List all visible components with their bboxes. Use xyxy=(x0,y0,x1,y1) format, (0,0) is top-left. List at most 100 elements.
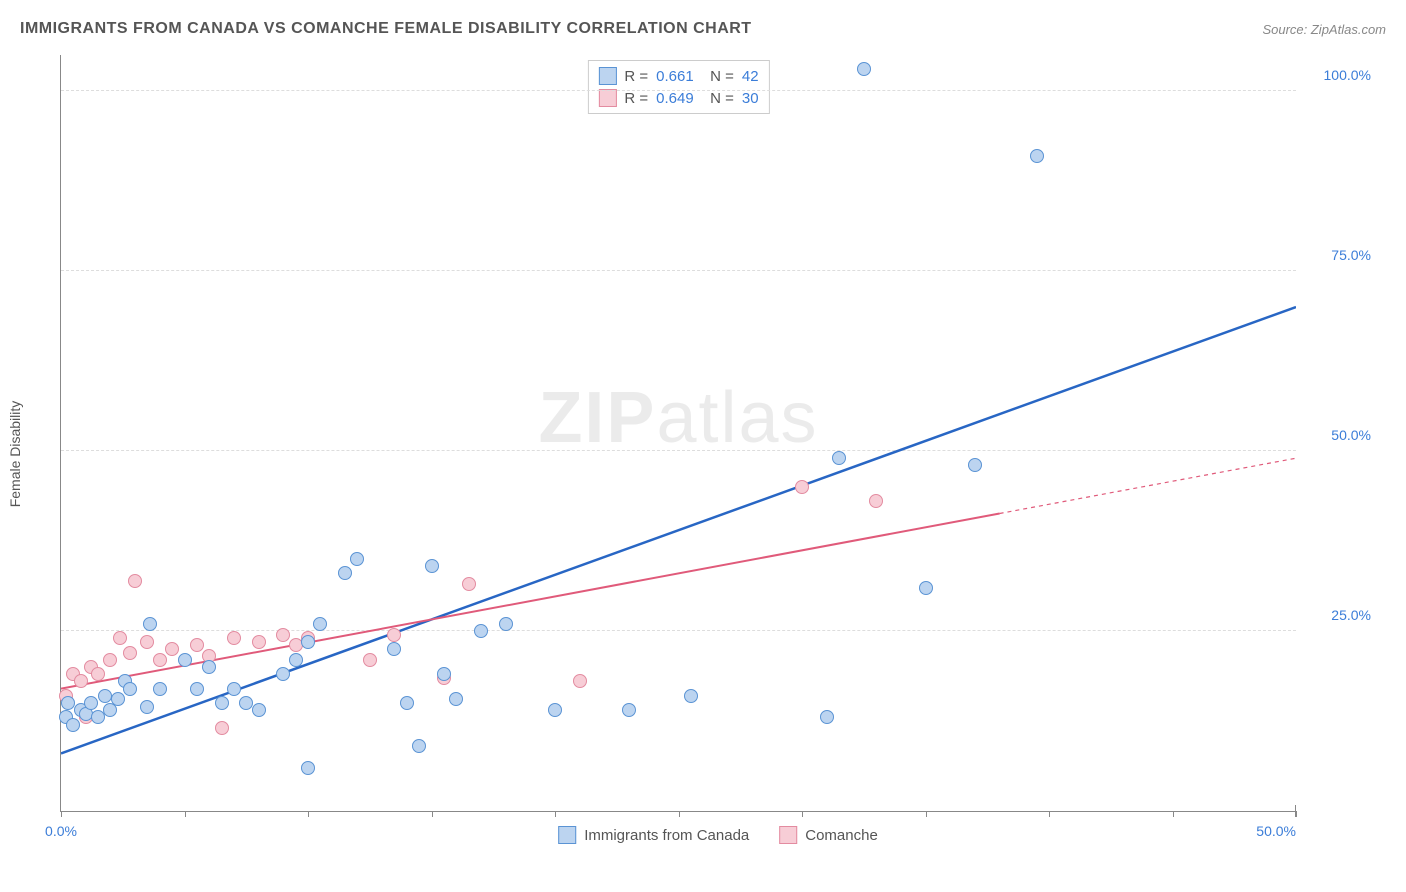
scatter-point xyxy=(202,660,216,674)
y-axis-label: Female Disability xyxy=(7,401,23,508)
scatter-point xyxy=(919,581,933,595)
legend-series-name: Comanche xyxy=(805,827,878,844)
gridline xyxy=(61,630,1296,631)
scatter-point xyxy=(140,700,154,714)
x-tick xyxy=(1173,811,1174,817)
scatter-point xyxy=(111,692,125,706)
x-tick xyxy=(185,811,186,817)
scatter-point xyxy=(338,566,352,580)
scatter-point xyxy=(128,574,142,588)
scatter-point xyxy=(1030,149,1044,163)
scatter-point xyxy=(103,653,117,667)
legend-n-value: 30 xyxy=(742,90,759,107)
scatter-point xyxy=(227,682,241,696)
scatter-point xyxy=(84,696,98,710)
scatter-point xyxy=(857,62,871,76)
scatter-point xyxy=(190,682,204,696)
scatter-point xyxy=(178,653,192,667)
legend-n-label: N = xyxy=(710,68,734,85)
legend-swatch xyxy=(779,826,797,844)
scatter-point xyxy=(153,653,167,667)
scatter-point xyxy=(869,494,883,508)
legend-item: Immigrants from Canada xyxy=(558,826,749,844)
legend-series-name: Immigrants from Canada xyxy=(584,827,749,844)
scatter-point xyxy=(190,638,204,652)
legend-row: R = 0.661 N = 42 xyxy=(598,65,758,87)
watermark-light: atlas xyxy=(656,378,818,458)
scatter-point xyxy=(252,635,266,649)
scatter-point xyxy=(548,703,562,717)
scatter-point xyxy=(143,617,157,631)
scatter-point xyxy=(140,635,154,649)
legend-swatch xyxy=(558,826,576,844)
chart-title: IMMIGRANTS FROM CANADA VS COMANCHE FEMAL… xyxy=(20,20,752,38)
gridline xyxy=(61,270,1296,271)
legend-r-value: 0.649 xyxy=(656,90,702,107)
scatter-point xyxy=(425,559,439,573)
x-tick xyxy=(432,811,433,817)
gridline xyxy=(61,90,1296,91)
x-tick xyxy=(308,811,309,817)
scatter-point xyxy=(400,696,414,710)
scatter-point xyxy=(215,721,229,735)
scatter-point xyxy=(437,667,451,681)
x-tick-label: 0.0% xyxy=(45,823,77,839)
scatter-point xyxy=(387,628,401,642)
scatter-point xyxy=(412,739,426,753)
scatter-point xyxy=(832,451,846,465)
chart-container: ZIPatlas R = 0.661 N = 42 R = 0.649 N = 30 25.0… xyxy=(60,55,1376,852)
x-tick xyxy=(1049,811,1050,817)
x-tick xyxy=(926,811,927,817)
watermark: ZIPatlas xyxy=(538,377,818,459)
watermark-bold: ZIP xyxy=(538,378,656,458)
scatter-point xyxy=(462,577,476,591)
scatter-point xyxy=(113,631,127,645)
legend-n-label: N = xyxy=(710,90,734,107)
x-tick xyxy=(802,811,803,817)
y-tick-label: 100.0% xyxy=(1324,67,1371,83)
scatter-point xyxy=(276,667,290,681)
scatter-point xyxy=(301,635,315,649)
legend-r-label: R = xyxy=(624,90,648,107)
scatter-point xyxy=(165,642,179,656)
x-tick xyxy=(679,811,680,817)
legend-r-value: 0.661 xyxy=(656,68,702,85)
scatter-point xyxy=(276,628,290,642)
scatter-point xyxy=(474,624,488,638)
source-attribution: Source: ZipAtlas.com xyxy=(1262,22,1386,37)
scatter-point xyxy=(363,653,377,667)
legend-n-value: 42 xyxy=(742,68,759,85)
x-tick-label: 50.0% xyxy=(1256,823,1296,839)
scatter-point xyxy=(227,631,241,645)
x-tick xyxy=(555,811,556,817)
scatter-point xyxy=(350,552,364,566)
scatter-point xyxy=(252,703,266,717)
scatter-point xyxy=(499,617,513,631)
x-tick xyxy=(61,811,62,817)
scatter-point xyxy=(74,674,88,688)
scatter-point xyxy=(968,458,982,472)
scatter-point xyxy=(449,692,463,706)
scatter-point xyxy=(684,689,698,703)
plot-area: ZIPatlas R =0.661N =42R =0.649N =30 25.0… xyxy=(60,55,1296,812)
scatter-point xyxy=(313,617,327,631)
x-tick xyxy=(1296,811,1297,817)
legend-r-label: R = xyxy=(624,68,648,85)
scatter-point xyxy=(387,642,401,656)
y-tick-label: 75.0% xyxy=(1331,247,1371,263)
scatter-point xyxy=(301,761,315,775)
scatter-point xyxy=(622,703,636,717)
y-tick-label: 25.0% xyxy=(1331,607,1371,623)
legend-swatch xyxy=(598,89,616,107)
scatter-point xyxy=(289,653,303,667)
scatter-point xyxy=(91,667,105,681)
scatter-point xyxy=(123,682,137,696)
series-legend: Immigrants from Canada Comanche xyxy=(558,826,878,844)
scatter-point xyxy=(215,696,229,710)
scatter-point xyxy=(795,480,809,494)
legend-swatch xyxy=(598,67,616,85)
gridline xyxy=(61,450,1296,451)
legend-item: Comanche xyxy=(779,826,878,844)
y-tick-label: 50.0% xyxy=(1331,427,1371,443)
scatter-point xyxy=(573,674,587,688)
